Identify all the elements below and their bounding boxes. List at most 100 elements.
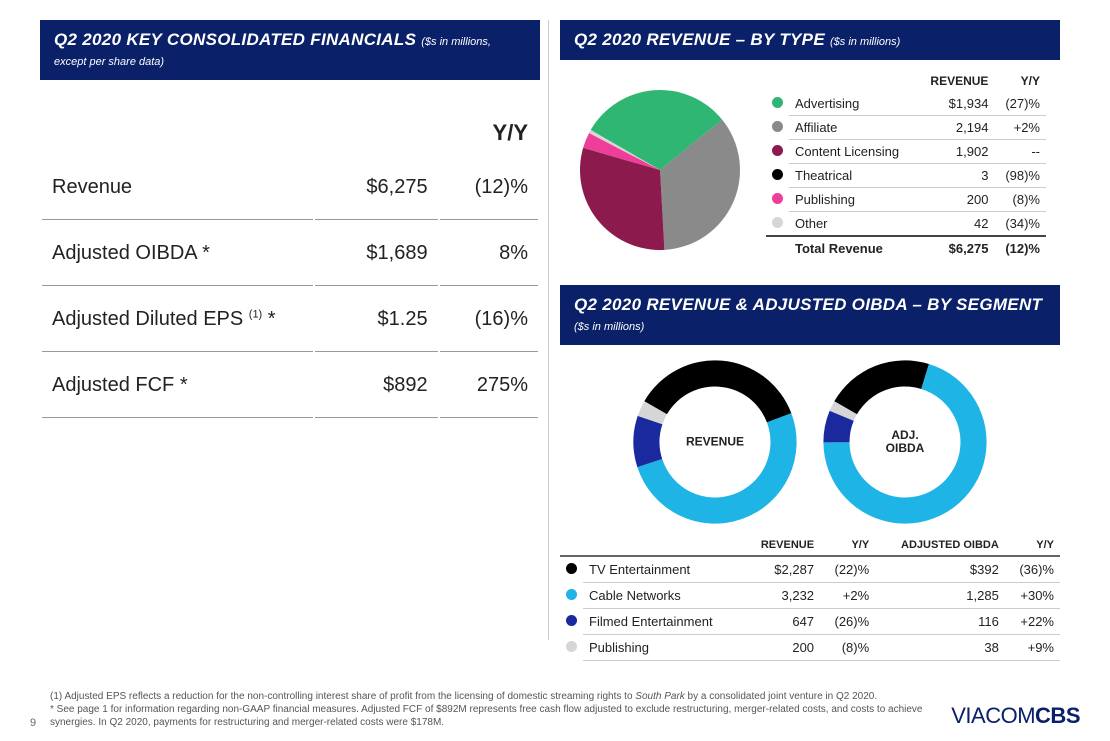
metric-value: $1,689 bbox=[315, 222, 438, 286]
segment-oibda-yy: (36)% bbox=[1005, 556, 1060, 583]
segment-oibda-yy: +30% bbox=[1005, 583, 1060, 609]
segment-revenue-yy: +2% bbox=[820, 583, 875, 609]
legend-name: Content Licensing bbox=[789, 140, 917, 164]
legend-yy: (8)% bbox=[994, 188, 1046, 212]
table-row: Adjusted OIBDA *$1,6898% bbox=[42, 222, 538, 286]
table-row: Adjusted Diluted EPS (1) *$1.25(16)% bbox=[42, 288, 538, 352]
legend-yy: -- bbox=[994, 140, 1046, 164]
donut-slice bbox=[637, 413, 796, 523]
table-row-total: Total Revenue$6,275(12)% bbox=[766, 236, 1046, 260]
footnotes: (1) Adjusted EPS reflects a reduction fo… bbox=[50, 690, 951, 729]
metric-value: $1.25 bbox=[315, 288, 438, 352]
legend-swatch bbox=[772, 217, 783, 228]
table-row: Other42(34)% bbox=[766, 212, 1046, 237]
legend-revenue: 42 bbox=[917, 212, 994, 237]
segment-oibda: 116 bbox=[875, 609, 1005, 635]
by-segment-header: Q2 2020 REVENUE & ADJUSTED OIBDA – BY SE… bbox=[560, 285, 1060, 345]
oibda-donut: ADJ. OIBDA bbox=[820, 357, 990, 527]
table-row: Advertising$1,934(27)% bbox=[766, 92, 1046, 116]
metric-label: Adjusted OIBDA * bbox=[42, 222, 313, 286]
legend-name: Publishing bbox=[789, 188, 917, 212]
legend-name: Affiliate bbox=[789, 116, 917, 140]
legend-yy: (98)% bbox=[994, 164, 1046, 188]
segment-revenue-yy: (22)% bbox=[820, 556, 875, 583]
segment-name: Cable Networks bbox=[583, 583, 743, 609]
total-label: Total Revenue bbox=[789, 236, 917, 260]
table-row: Theatrical3(98)% bbox=[766, 164, 1046, 188]
table-row: Publishing200(8)% bbox=[766, 188, 1046, 212]
viacomcbs-logo: VIACOMCBS bbox=[951, 703, 1080, 729]
segment-name: Filmed Entertainment bbox=[583, 609, 743, 635]
legend-name: Theatrical bbox=[789, 164, 917, 188]
revenue-by-type-legend-table: REVENUE Y/Y Advertising$1,934(27)%Affili… bbox=[766, 70, 1046, 260]
consolidated-financials-title: Q2 2020 KEY CONSOLIDATED FINANCIALS bbox=[54, 30, 416, 49]
revenue-by-type-header: Q2 2020 REVENUE – BY TYPE ($s in million… bbox=[560, 20, 1060, 60]
segment-revenue: 647 bbox=[743, 609, 820, 635]
metric-label: Revenue bbox=[42, 156, 313, 220]
table-row: Adjusted FCF *$892275% bbox=[42, 354, 538, 418]
donut-slice bbox=[644, 360, 791, 422]
segment-revenue-yy: (8)% bbox=[820, 635, 875, 661]
oibda-donut-label: ADJ. OIBDA bbox=[820, 429, 990, 455]
legend-name: Advertising bbox=[789, 92, 917, 116]
col-header-yy: Y/Y bbox=[1005, 535, 1060, 556]
by-segment-subtitle: ($s in millions) bbox=[574, 321, 644, 333]
total-revenue: $6,275 bbox=[917, 236, 994, 260]
metric-label: Adjusted FCF * bbox=[42, 354, 313, 418]
table-row: Affiliate2,194+2% bbox=[766, 116, 1046, 140]
metric-yy: (12)% bbox=[440, 156, 538, 220]
legend-swatch bbox=[772, 97, 783, 108]
legend-revenue: 2,194 bbox=[917, 116, 994, 140]
segment-oibda: 1,285 bbox=[875, 583, 1005, 609]
metric-value: $6,275 bbox=[315, 156, 438, 220]
legend-swatch bbox=[772, 169, 783, 180]
col-header-yy: Y/Y bbox=[994, 70, 1046, 92]
consolidated-financials-header: Q2 2020 KEY CONSOLIDATED FINANCIALS ($s … bbox=[40, 20, 540, 80]
table-row: Filmed Entertainment647(26)%116+22% bbox=[560, 609, 1060, 635]
legend-name: Other bbox=[789, 212, 917, 237]
segment-oibda-yy: +9% bbox=[1005, 635, 1060, 661]
legend-swatch bbox=[566, 589, 577, 600]
col-header-revenue: REVENUE bbox=[743, 535, 820, 556]
segment-oibda: $392 bbox=[875, 556, 1005, 583]
metric-yy: 8% bbox=[440, 222, 538, 286]
metric-value: $892 bbox=[315, 354, 438, 418]
segment-name: TV Entertainment bbox=[583, 556, 743, 583]
legend-revenue: 200 bbox=[917, 188, 994, 212]
legend-swatch bbox=[566, 563, 577, 574]
right-column: Q2 2020 REVENUE – BY TYPE ($s in million… bbox=[560, 20, 1060, 661]
footnote-1: (1) Adjusted EPS reflects a reduction fo… bbox=[50, 690, 951, 703]
col-header-yy: Y/Y bbox=[820, 535, 875, 556]
consolidated-financials-table: Y/Y Revenue$6,275(12)%Adjusted OIBDA *$1… bbox=[40, 110, 540, 420]
revenue-by-type-title: Q2 2020 REVENUE – BY TYPE bbox=[574, 30, 825, 49]
segment-donuts: REVENUE ADJ. OIBDA bbox=[560, 357, 1060, 527]
legend-swatch bbox=[772, 193, 783, 204]
legend-swatch bbox=[566, 615, 577, 626]
left-column: Q2 2020 KEY CONSOLIDATED FINANCIALS ($s … bbox=[40, 20, 540, 661]
revenue-donut: REVENUE bbox=[630, 357, 800, 527]
legend-revenue: 1,902 bbox=[917, 140, 994, 164]
segment-name: Publishing bbox=[583, 635, 743, 661]
legend-yy: +2% bbox=[994, 116, 1046, 140]
legend-swatch bbox=[772, 121, 783, 132]
legend-yy: (27)% bbox=[994, 92, 1046, 116]
table-row: Content Licensing1,902-- bbox=[766, 140, 1046, 164]
footnote-2: * See page 1 for information regarding n… bbox=[50, 703, 951, 729]
by-segment-title: Q2 2020 REVENUE & ADJUSTED OIBDA – BY SE… bbox=[574, 295, 1042, 314]
page-number: 9 bbox=[30, 717, 50, 729]
total-yy: (12)% bbox=[994, 236, 1046, 260]
donut-slice bbox=[834, 360, 929, 414]
metric-yy: 275% bbox=[440, 354, 538, 418]
revenue-donut-label: REVENUE bbox=[630, 435, 800, 448]
legend-revenue: 3 bbox=[917, 164, 994, 188]
col-header-adjusted-oibda: ADJUSTED OIBDA bbox=[875, 535, 1005, 556]
revenue-by-type-subtitle: ($s in millions) bbox=[830, 36, 900, 48]
segment-table: REVENUE Y/Y ADJUSTED OIBDA Y/Y TV Entert… bbox=[560, 535, 1060, 661]
col-header-yy: Y/Y bbox=[440, 112, 538, 154]
metric-yy: (16)% bbox=[440, 288, 538, 352]
footer: 9 (1) Adjusted EPS reflects a reduction … bbox=[30, 690, 1080, 729]
legend-swatch bbox=[566, 641, 577, 652]
table-row: TV Entertainment$2,287(22)%$392(36)% bbox=[560, 556, 1060, 583]
column-divider bbox=[548, 20, 549, 640]
col-header-revenue: REVENUE bbox=[917, 70, 994, 92]
